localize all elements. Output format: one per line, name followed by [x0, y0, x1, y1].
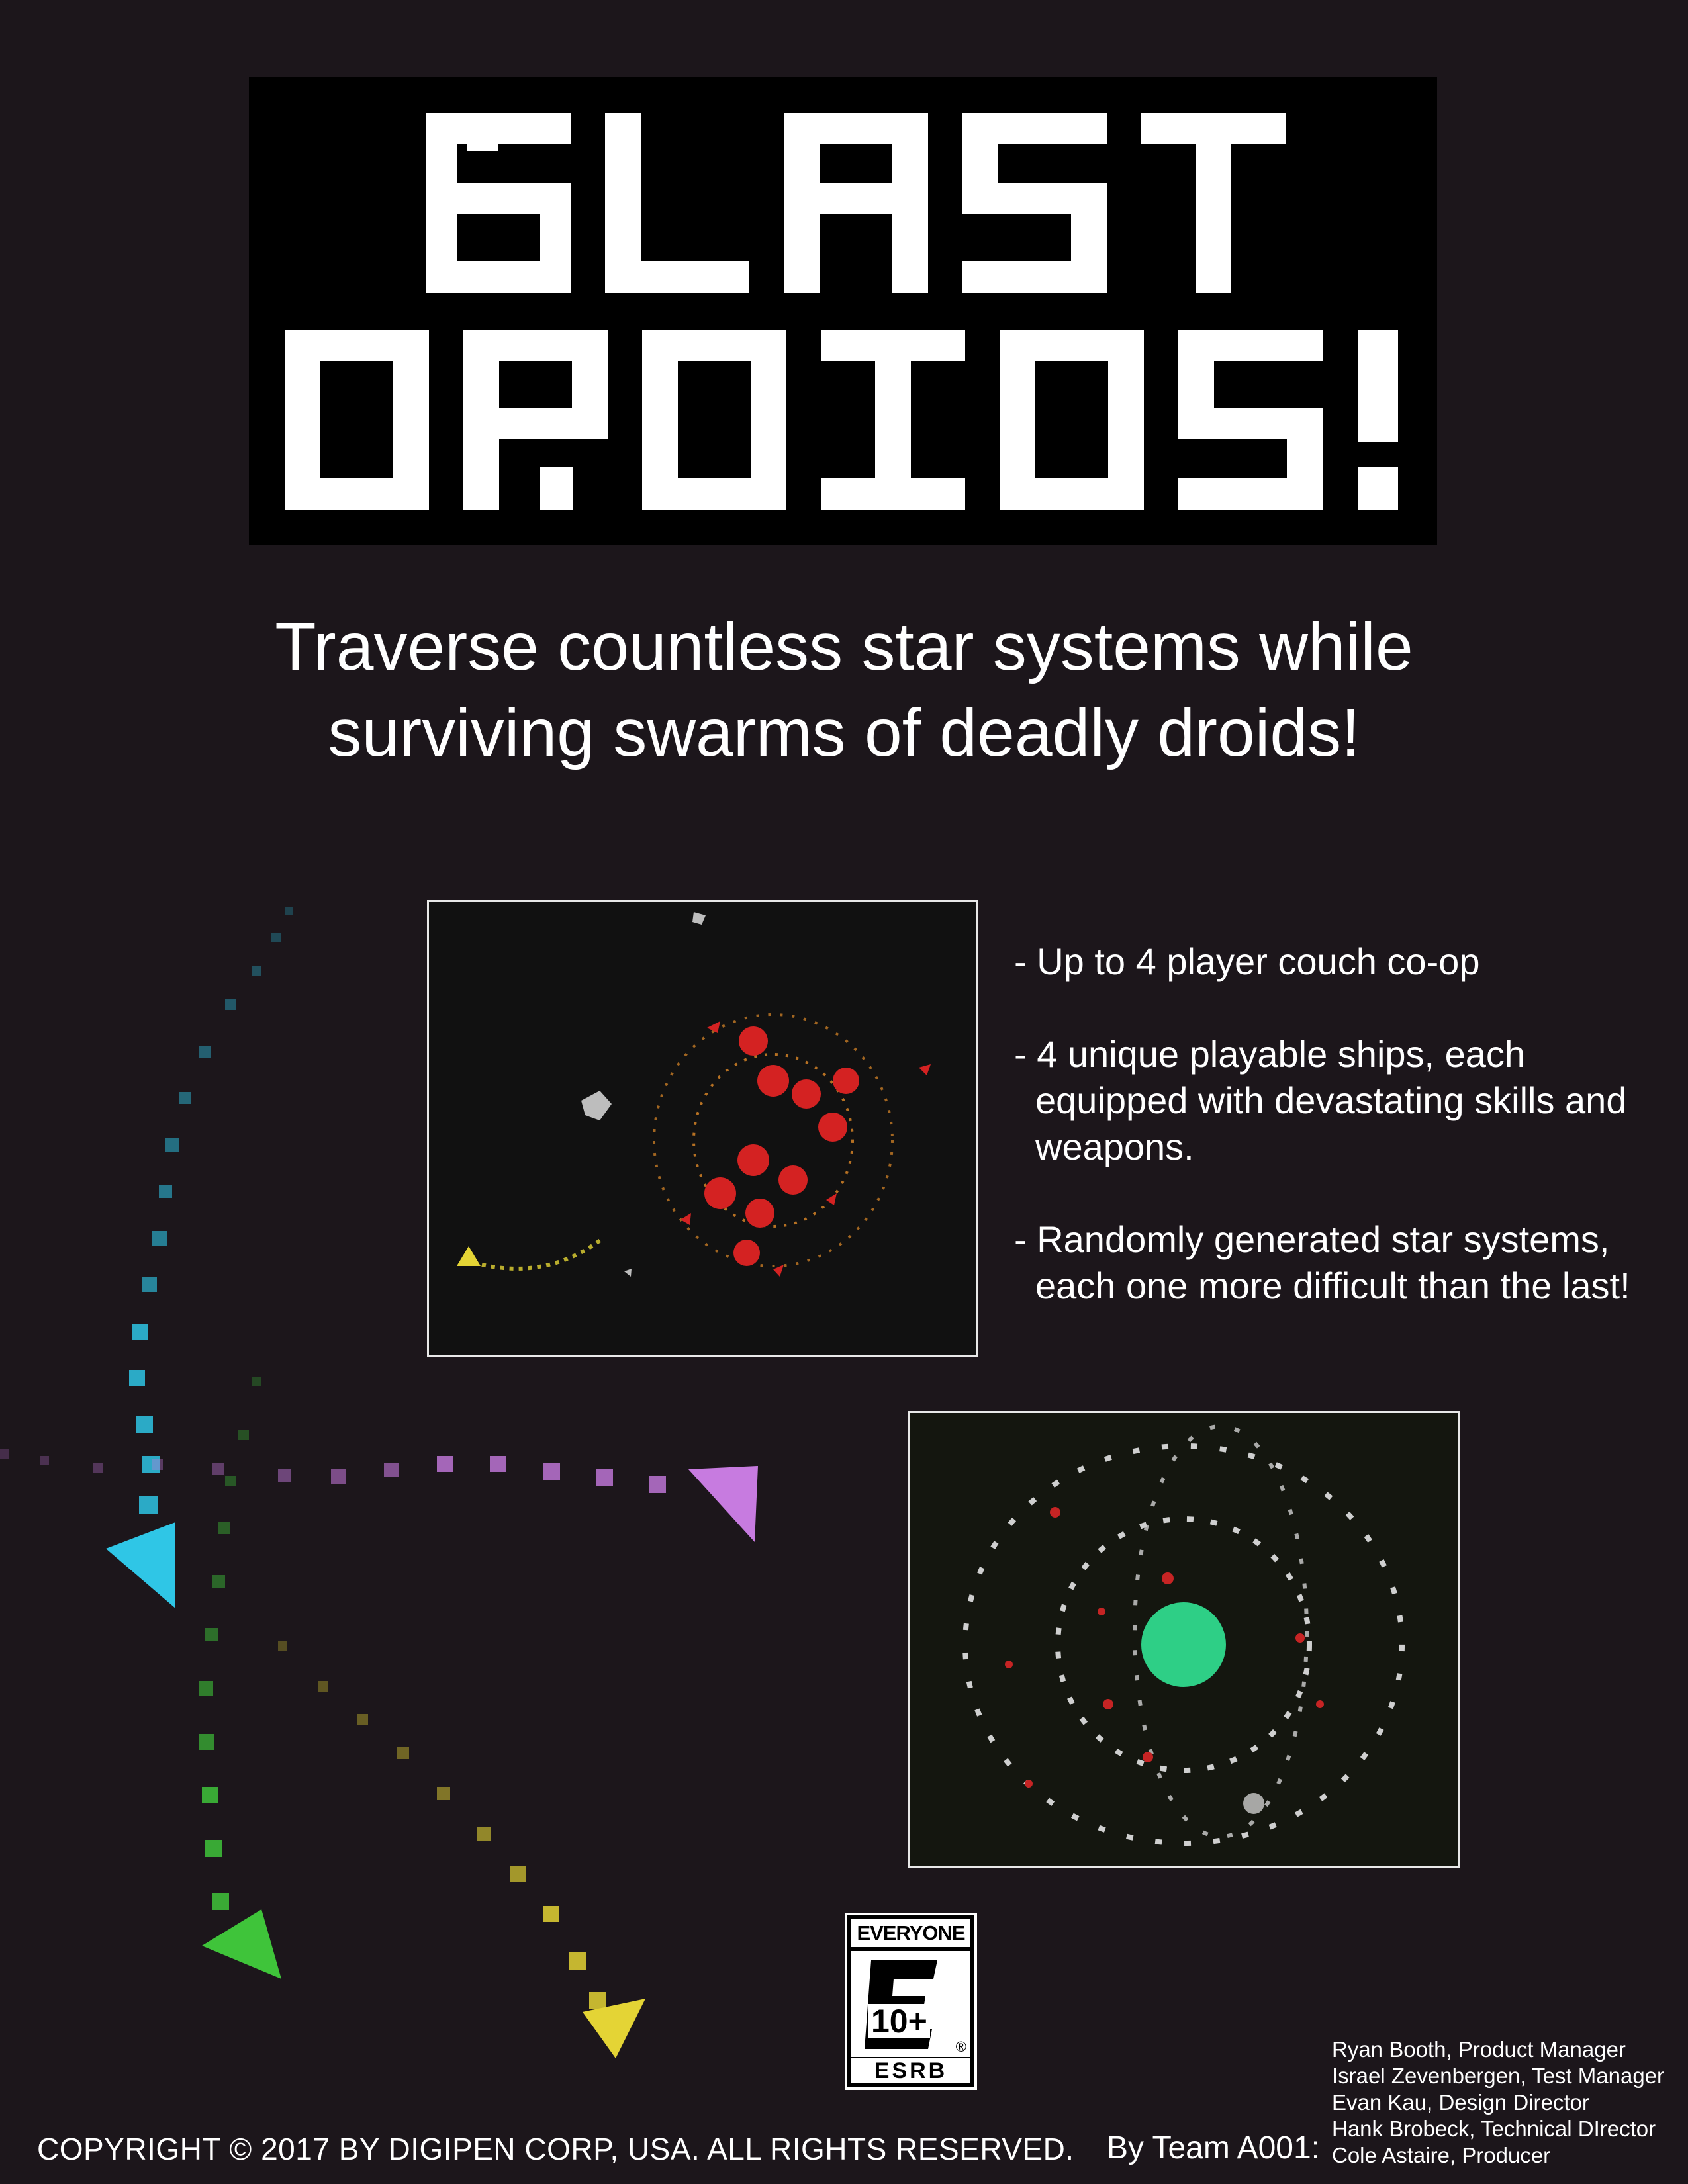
credits-list: Ryan Booth, Product Manager Israel Zeven… — [1332, 2036, 1664, 2169]
tagline-line-2: surviving swarms of deadly droids! — [328, 695, 1360, 770]
feature-item: - 4 unique playable ships, each equipped… — [1014, 1033, 1627, 1167]
cyan-ship-trail — [129, 907, 293, 1514]
yellow-ship — [583, 1999, 645, 2058]
magenta-ship-trail — [0, 1449, 666, 1493]
credit-item: Ryan Booth, Product Manager — [1332, 2037, 1626, 2062]
esrb-brand: ESRB — [851, 2058, 970, 2083]
logo-pixel-art — [285, 113, 1398, 510]
ship-trails-artwork — [0, 907, 758, 2058]
green-ship — [202, 1909, 281, 1979]
feature-list: - Up to 4 player couch co-op - 4 unique … — [1014, 938, 1683, 1355]
credit-item: Cole Astaire, Producer — [1332, 2143, 1551, 2167]
credit-item: Evan Kau, Design Director — [1332, 2090, 1589, 2115]
planet — [1141, 1602, 1226, 1687]
tagline-line-1: Traverse countless star systems while — [275, 609, 1413, 684]
feature-item: - Randomly generated star systems, each … — [1014, 1218, 1630, 1306]
registered-icon: ® — [955, 2038, 966, 2055]
cyan-ship — [106, 1522, 175, 1608]
esrb-age-badge: 10+ — [868, 2004, 930, 2038]
team-label: By Team A001: — [1107, 2130, 1320, 2165]
esrb-e-icon: 10+ ® — [851, 1951, 970, 2057]
yellow-ship-trail — [278, 1641, 606, 2009]
game-logo — [249, 77, 1437, 545]
magenta-ship — [688, 1466, 758, 1542]
esrb-rating-badge: EVERYONE 10+ 10+ ® ESRB — [845, 1913, 977, 2090]
copyright-notice: COPYRIGHT © 2017 BY DIGIPEN CORP, USA. A… — [37, 2132, 1074, 2166]
esrb-rating-label: EVERYONE 10+ — [851, 1919, 970, 1972]
gameplay-screenshot-1 — [427, 900, 978, 1357]
gameplay-screenshot-2 — [908, 1411, 1460, 1868]
credit-item: Hank Brobeck, Technical DIrector — [1332, 2116, 1656, 2141]
credit-item: Israel Zevenbergen, Test Manager — [1332, 2064, 1665, 2088]
feature-item: - Up to 4 player couch co-op — [1014, 940, 1480, 982]
green-ship-trail — [199, 1377, 261, 1910]
